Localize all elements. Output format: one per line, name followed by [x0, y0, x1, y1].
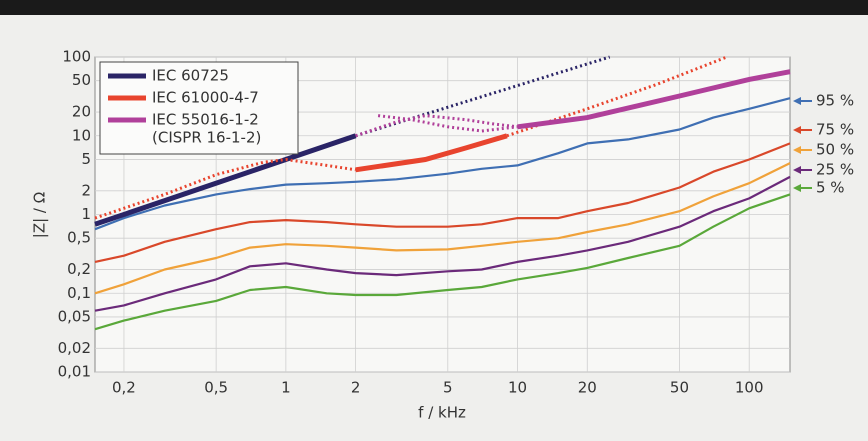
percentile-line	[94, 175, 791, 312]
y-tick-label: 0,1	[67, 284, 91, 302]
y-tick-label: 0,02	[58, 339, 91, 357]
arrow-head	[793, 97, 801, 105]
arrow-head	[793, 166, 801, 174]
x-tick-label: 2	[351, 379, 361, 397]
y-tick-label: 0,2	[67, 260, 91, 278]
percentile-line	[94, 193, 791, 331]
percentile-line	[94, 162, 791, 295]
standard-limit-line	[377, 114, 518, 133]
percentile-label: 5 %	[816, 179, 845, 197]
standard-limit-line	[355, 133, 508, 173]
standard-limit-line	[355, 55, 611, 138]
arrow-head	[793, 126, 801, 134]
y-tick-label: 100	[62, 48, 91, 66]
arrow-head	[793, 146, 801, 154]
percentile-line	[94, 142, 791, 263]
standard-limit-line	[355, 114, 518, 138]
y-tick-label: 20	[72, 103, 91, 121]
standard-limit-line	[94, 157, 356, 220]
arrow-head	[793, 184, 801, 192]
top-band	[0, 0, 868, 15]
percentile-label: 25 %	[816, 161, 854, 179]
percentile-label: 95 %	[816, 92, 854, 110]
legend-label: IEC 61000-4-7	[152, 89, 259, 107]
x-tick-label: 100	[735, 379, 764, 397]
x-axis-label: f / kHz	[418, 404, 466, 422]
y-tick-label: 5	[81, 150, 91, 168]
x-tick-label: 50	[670, 379, 689, 397]
standard-limit-line	[517, 69, 791, 130]
x-tick-label: 10	[508, 379, 527, 397]
percentile-label: 50 %	[816, 141, 854, 159]
legend-note: (CISPR 16-1-2)	[152, 129, 261, 147]
standard-limit-line	[506, 55, 728, 138]
percentile-line	[94, 97, 791, 231]
y-tick-label: 0,5	[67, 229, 91, 247]
y-tick-label: 0,01	[58, 363, 91, 381]
standard-limit-line	[94, 133, 357, 227]
x-tick-label: 20	[578, 379, 597, 397]
y-tick-label: 1	[81, 205, 91, 223]
x-tick-label: 5	[443, 379, 453, 397]
y-tick-label: 2	[81, 181, 91, 199]
y-tick-label: 50	[72, 71, 91, 89]
x-tick-label: 0,5	[204, 379, 228, 397]
y-tick-label: 10	[72, 126, 91, 144]
legend-label: IEC 55016-1-2	[152, 111, 259, 129]
percentile-label: 75 %	[816, 121, 854, 139]
y-tick-label: 0,05	[58, 307, 91, 325]
y-axis-label: |Z| / Ω	[31, 192, 49, 238]
x-tick-label: 1	[281, 379, 291, 397]
legend-label: IEC 60725	[152, 67, 229, 85]
x-tick-label: 0,2	[112, 379, 136, 397]
